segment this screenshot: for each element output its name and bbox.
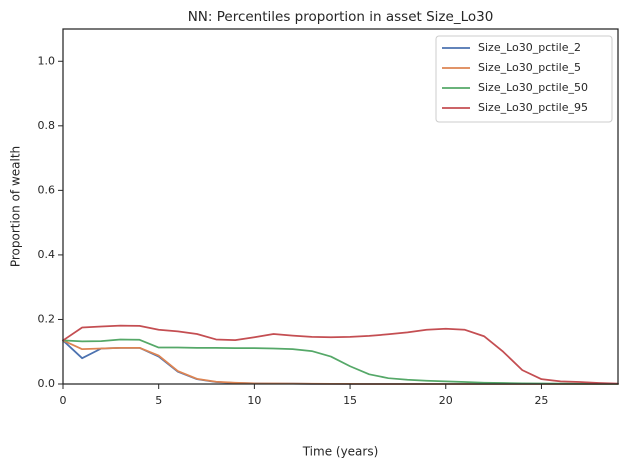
y-axis-ticks: 0.0 0.2 0.4 0.6 0.8 1.0 (38, 54, 63, 390)
axes-frame (62, 28, 619, 385)
y-tick-label: 0.8 (38, 119, 56, 132)
y-tick-label: 1.0 (38, 54, 56, 67)
x-tick-label: 5 (155, 394, 162, 407)
legend-label: Size_Lo30_pctile_2 (478, 41, 581, 54)
x-axis-label: Time (years) (302, 445, 379, 459)
legend-entries: Size_Lo30_pctile_2 Size_Lo30_pctile_5 Size… (442, 41, 588, 114)
y-tick-label: 0.4 (38, 248, 56, 261)
y-axis-label: Proportion of wealth (9, 146, 23, 267)
x-tick-label: 15 (343, 394, 357, 407)
chart-title: NN: Percentiles proportion in asset Size… (188, 9, 494, 25)
x-axis-ticks: 0 5 10 15 20 25 (60, 384, 548, 407)
series-line-4 (62, 324, 619, 385)
y-tick-label: 0.6 (38, 183, 56, 196)
y-tick-label: 0.2 (38, 312, 56, 325)
x-tick-label: 25 (534, 394, 548, 407)
legend-frame (435, 35, 613, 123)
legend-label: Size_Lo30_pctile_5 (478, 61, 581, 74)
x-tick-label: 20 (439, 394, 453, 407)
x-tick-label: 0 (60, 394, 67, 407)
legend: Size_Lo30_pctile_2 Size_Lo30_pctile_5 Size… (435, 35, 613, 123)
x-tick-label: 10 (247, 394, 261, 407)
y-tick-label: 0.0 (38, 377, 56, 390)
legend-label: Size_Lo30_pctile_95 (478, 101, 588, 114)
legend-label: Size_Lo30_pctile_50 (478, 81, 588, 94)
